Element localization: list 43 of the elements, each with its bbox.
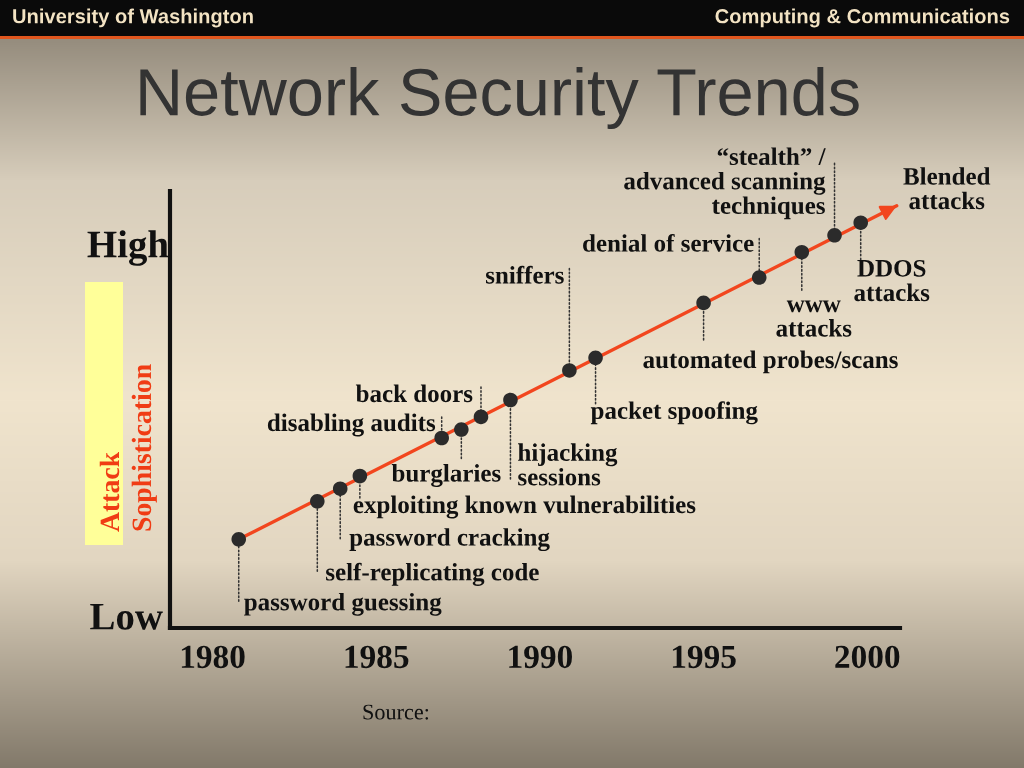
x-tick-label: 1985 — [345, 645, 409, 669]
point — [751, 270, 767, 285]
text: High — [87, 230, 169, 266]
point — [352, 468, 368, 484]
annotation: hijacking sessions — [518, 443, 618, 486]
chart-title: Network Security Trends — [140, 66, 859, 130]
annotation: Blended attacks — [903, 167, 991, 210]
text: Low — [90, 603, 163, 630]
point — [588, 350, 603, 366]
point — [794, 244, 810, 260]
text: Computing & Communications — [715, 8, 1010, 28]
text: University of Washington — [13, 8, 253, 28]
annotation: automated probes/scans — [643, 350, 898, 374]
annotation: packet spoofing — [590, 401, 758, 425]
annotation: www attacks — [776, 300, 852, 337]
annotation: sniffers — [485, 265, 564, 284]
point — [310, 494, 325, 509]
x-tick-label: 2000 — [835, 645, 900, 669]
x-tick-label: 1980 — [181, 645, 245, 669]
annotation: exploiting known vulnerabilities — [353, 495, 696, 519]
point — [827, 228, 842, 243]
point — [696, 295, 711, 311]
y-axis-title: Attack Sophistication — [99, 364, 157, 532]
point — [231, 532, 247, 547]
point — [473, 409, 489, 425]
annotation: back doors — [355, 384, 473, 403]
x-tick-label: 1990 — [509, 645, 572, 669]
x-tick-label: 1995 — [672, 645, 736, 669]
point — [853, 215, 868, 230]
annotation: password cracking — [349, 528, 550, 552]
annotation: disabling audits — [267, 413, 436, 437]
annotation: burglaries — [391, 464, 501, 487]
annotation: DDOS attacks — [854, 259, 930, 302]
annotation: self-replicating code — [326, 562, 539, 586]
point — [332, 481, 348, 496]
point — [454, 422, 469, 437]
point — [562, 363, 577, 378]
point — [503, 392, 518, 408]
source-note: Source: — [363, 704, 429, 720]
point — [434, 430, 449, 446]
annotation: denial of service — [583, 233, 754, 252]
annotation: “stealth” / advanced scanning techniques — [624, 147, 826, 220]
annotation: password guessing — [244, 592, 442, 616]
